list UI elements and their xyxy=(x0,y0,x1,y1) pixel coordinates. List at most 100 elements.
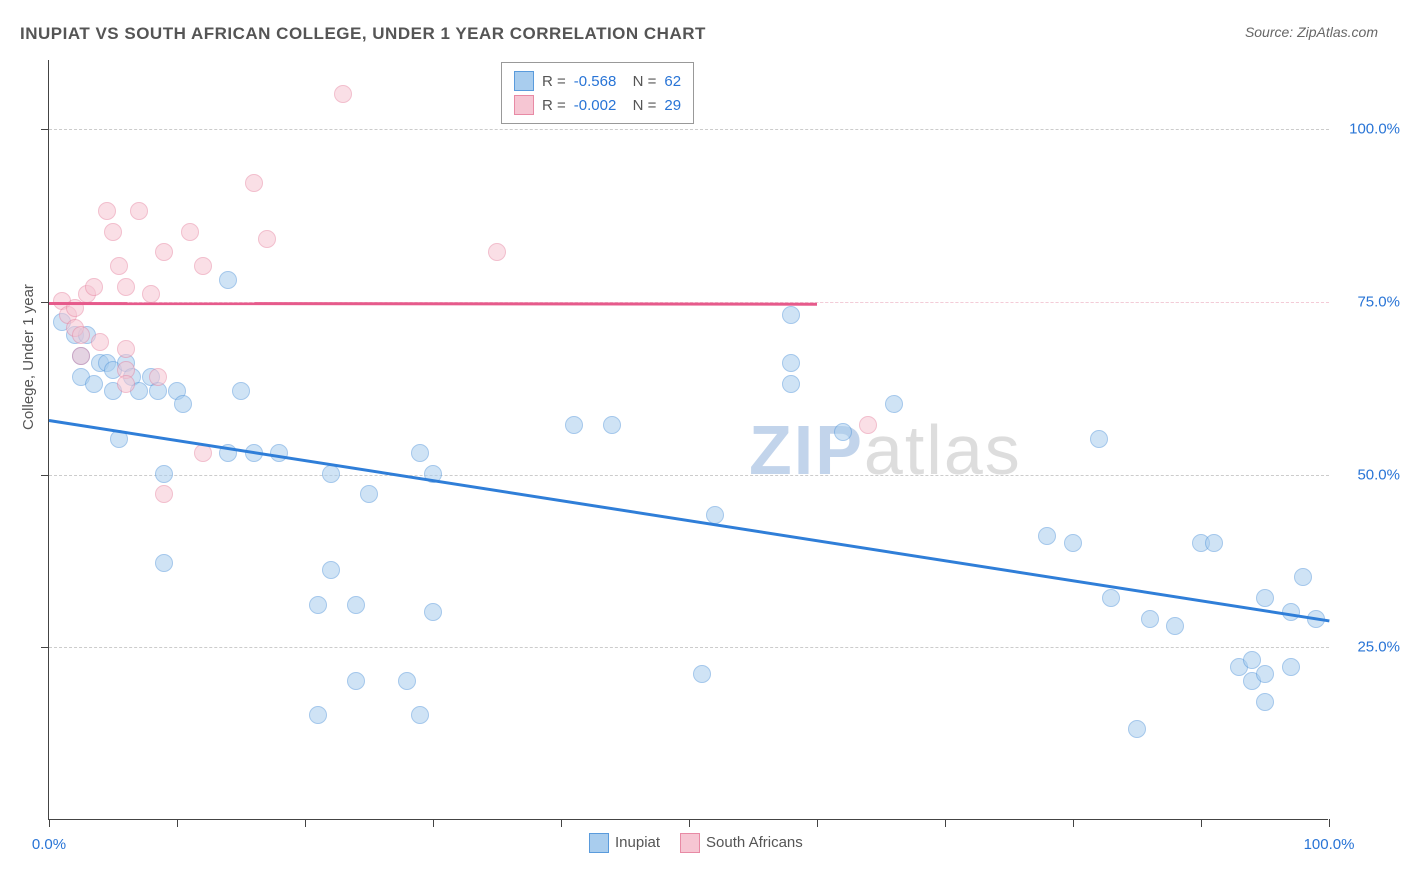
watermark-light: atlas xyxy=(864,411,1022,489)
legend-stats: R = -0.568 N = 62R = -0.002 N = 29 xyxy=(501,62,694,124)
legend-swatch xyxy=(680,833,700,853)
scatter-point xyxy=(603,416,621,434)
scatter-point xyxy=(693,665,711,683)
scatter-point xyxy=(782,354,800,372)
x-axis-label: 0.0% xyxy=(32,836,66,853)
y-axis-title: College, Under 1 year xyxy=(20,284,37,430)
scatter-point xyxy=(155,465,173,483)
scatter-point xyxy=(1141,610,1159,628)
scatter-point xyxy=(782,306,800,324)
y-tick xyxy=(41,302,49,303)
scatter-point xyxy=(245,174,263,192)
legend-n-label: N = xyxy=(624,97,656,114)
scatter-point xyxy=(91,333,109,351)
scatter-point xyxy=(104,223,122,241)
legend-n-value: 29 xyxy=(664,97,681,114)
scatter-point xyxy=(488,243,506,261)
plot-area: ZIPatlas R = -0.568 N = 62R = -0.002 N =… xyxy=(48,60,1328,820)
scatter-point xyxy=(322,465,340,483)
scatter-point xyxy=(1038,527,1056,545)
legend-item: South Africans xyxy=(680,833,803,853)
legend-stat-row: R = -0.002 N = 29 xyxy=(514,93,681,117)
legend-n-label: N = xyxy=(624,73,656,90)
scatter-point xyxy=(149,368,167,386)
scatter-point xyxy=(1090,430,1108,448)
scatter-point xyxy=(411,444,429,462)
scatter-point xyxy=(309,706,327,724)
scatter-point xyxy=(1064,534,1082,552)
x-axis-label: 100.0% xyxy=(1304,836,1355,853)
scatter-point xyxy=(72,347,90,365)
scatter-point xyxy=(424,603,442,621)
scatter-point xyxy=(270,444,288,462)
legend-item: Inupiat xyxy=(589,833,660,853)
scatter-point xyxy=(194,257,212,275)
scatter-point xyxy=(1166,617,1184,635)
scatter-point xyxy=(1205,534,1223,552)
trend-line xyxy=(49,302,817,305)
gridline xyxy=(49,475,1329,476)
scatter-point xyxy=(565,416,583,434)
scatter-point xyxy=(1256,589,1274,607)
gridline xyxy=(49,129,1329,130)
scatter-point xyxy=(1294,568,1312,586)
source-label: Source: ZipAtlas.com xyxy=(1245,24,1378,40)
legend-swatch xyxy=(514,95,534,115)
legend-stat-row: R = -0.568 N = 62 xyxy=(514,69,681,93)
legend-r-value: -0.568 xyxy=(574,73,617,90)
x-tick xyxy=(177,819,178,827)
scatter-point xyxy=(309,596,327,614)
scatter-point xyxy=(155,243,173,261)
y-tick xyxy=(41,647,49,648)
gridline xyxy=(49,647,1329,648)
scatter-point xyxy=(232,382,250,400)
x-tick xyxy=(561,819,562,827)
x-tick xyxy=(433,819,434,827)
scatter-point xyxy=(347,596,365,614)
scatter-point xyxy=(322,561,340,579)
scatter-point xyxy=(1256,693,1274,711)
scatter-point xyxy=(834,423,852,441)
legend-label: Inupiat xyxy=(615,834,660,851)
scatter-point xyxy=(155,554,173,572)
scatter-point xyxy=(334,85,352,103)
watermark: ZIPatlas xyxy=(749,410,1022,490)
y-axis-label: 25.0% xyxy=(1357,639,1400,656)
scatter-point xyxy=(1102,589,1120,607)
x-tick xyxy=(49,819,50,827)
scatter-point xyxy=(782,375,800,393)
scatter-point xyxy=(181,223,199,241)
x-tick xyxy=(1201,819,1202,827)
scatter-point xyxy=(258,230,276,248)
scatter-point xyxy=(411,706,429,724)
scatter-point xyxy=(98,202,116,220)
scatter-point xyxy=(142,285,160,303)
x-tick xyxy=(1329,819,1330,827)
scatter-point xyxy=(117,340,135,358)
chart-container: INUPIAT VS SOUTH AFRICAN COLLEGE, UNDER … xyxy=(0,0,1406,892)
scatter-point xyxy=(85,278,103,296)
watermark-bold: ZIP xyxy=(749,411,864,489)
legend-series: Inupiat South Africans xyxy=(589,833,803,853)
scatter-point xyxy=(1128,720,1146,738)
y-axis-label: 50.0% xyxy=(1357,466,1400,483)
scatter-point xyxy=(347,672,365,690)
scatter-point xyxy=(885,395,903,413)
scatter-point xyxy=(1282,658,1300,676)
scatter-point xyxy=(174,395,192,413)
scatter-point xyxy=(859,416,877,434)
scatter-point xyxy=(398,672,416,690)
scatter-point xyxy=(85,375,103,393)
scatter-point xyxy=(155,485,173,503)
scatter-point xyxy=(1256,665,1274,683)
trend-line xyxy=(49,419,1329,622)
scatter-point xyxy=(117,375,135,393)
scatter-point xyxy=(72,326,90,344)
scatter-point xyxy=(130,202,148,220)
y-tick xyxy=(41,129,49,130)
scatter-point xyxy=(360,485,378,503)
legend-swatch xyxy=(589,833,609,853)
legend-swatch xyxy=(514,71,534,91)
legend-r-label: R = xyxy=(542,97,566,114)
x-tick xyxy=(689,819,690,827)
